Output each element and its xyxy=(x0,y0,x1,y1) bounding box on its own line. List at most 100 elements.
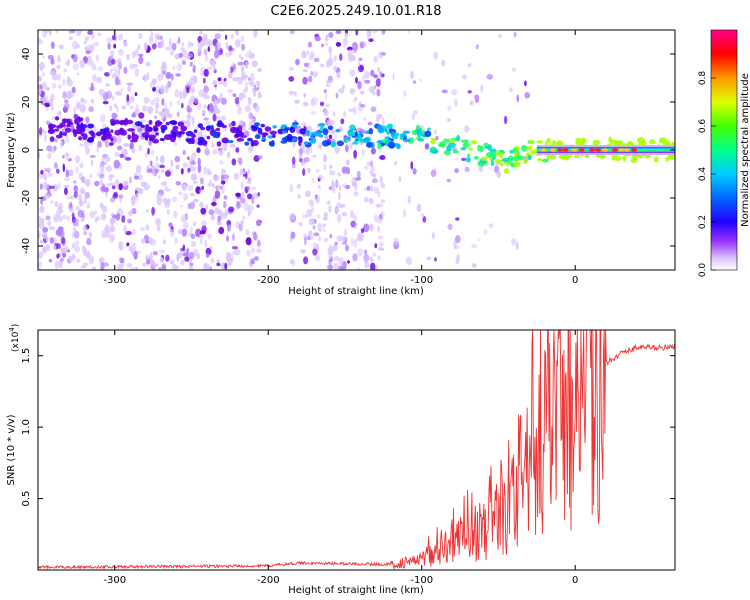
noise-speckle xyxy=(197,47,201,53)
noise-speckle xyxy=(131,50,136,59)
noise-speckle xyxy=(42,72,45,77)
noise-speckle xyxy=(240,35,245,43)
noise-speckle xyxy=(230,33,234,40)
noise-speckle xyxy=(331,180,335,189)
ridge-cell xyxy=(272,125,278,129)
ridge-cell xyxy=(145,126,151,133)
noise-speckle xyxy=(62,214,68,219)
noise-speckle xyxy=(143,42,148,51)
noise-speckle xyxy=(123,41,128,47)
colorbar-tick-label: 0.2 xyxy=(698,215,708,229)
noise-speckle xyxy=(88,232,93,238)
ridge-cell xyxy=(390,131,395,137)
noise-speckle xyxy=(338,191,341,201)
noise-speckle xyxy=(193,198,199,203)
noise-speckle xyxy=(182,162,189,168)
noise-speckle xyxy=(328,164,333,169)
noise-speckle xyxy=(149,99,156,106)
noise-speckle xyxy=(145,209,150,213)
noise-speckle xyxy=(504,115,508,125)
noise-speckle xyxy=(208,209,215,216)
noise-speckle xyxy=(73,113,79,120)
noise-speckle xyxy=(64,68,68,73)
noise-speckle xyxy=(111,73,116,79)
ridge-cell xyxy=(252,140,259,146)
noise-speckle xyxy=(79,143,84,147)
noise-speckle xyxy=(325,34,329,42)
noise-speckle xyxy=(319,63,325,68)
ridge-cell xyxy=(617,140,622,146)
noise-speckle xyxy=(158,111,165,117)
noise-speckle xyxy=(53,162,58,169)
noise-speckle xyxy=(218,149,224,156)
ridge-cell xyxy=(264,126,272,132)
noise-speckle xyxy=(333,65,338,72)
noise-speckle xyxy=(381,73,385,78)
noise-speckle xyxy=(80,186,84,195)
noise-speckle xyxy=(175,181,182,186)
noise-speckle xyxy=(360,90,365,95)
noise-speckle xyxy=(42,130,47,134)
noise-speckle xyxy=(229,253,234,262)
noise-speckle xyxy=(46,167,51,171)
noise-speckle xyxy=(38,260,42,270)
ridge-cell xyxy=(528,145,533,151)
noise-speckle xyxy=(192,221,197,227)
noise-speckle xyxy=(464,166,470,172)
ridge-cell xyxy=(62,131,68,136)
noise-speckle xyxy=(234,38,241,48)
noise-speckle xyxy=(66,76,71,83)
noise-speckle xyxy=(110,50,114,58)
noise-speckle xyxy=(363,223,370,233)
noise-speckle xyxy=(62,155,65,159)
noise-speckle xyxy=(196,101,202,111)
ridge-cell xyxy=(509,149,514,154)
noise-speckle xyxy=(363,249,368,255)
noise-speckle xyxy=(68,255,73,263)
noise-speckle xyxy=(358,64,364,73)
noise-speckle xyxy=(73,230,80,239)
noise-speckle xyxy=(160,181,167,186)
noise-speckle xyxy=(336,235,342,242)
noise-speckle xyxy=(63,103,70,110)
noise-speckle xyxy=(132,63,139,68)
noise-speckle xyxy=(464,125,470,133)
noise-speckle xyxy=(48,226,55,231)
noise-speckle xyxy=(352,253,358,262)
carrier-peak xyxy=(595,148,601,152)
noise-speckle xyxy=(454,168,459,174)
noise-speckle xyxy=(121,215,126,223)
noise-speckle xyxy=(250,247,256,254)
ridge-cell xyxy=(462,141,470,149)
ridge-cell xyxy=(87,123,95,129)
noise-speckle xyxy=(161,98,165,106)
noise-speckle xyxy=(84,197,87,205)
noise-speckle xyxy=(87,30,94,35)
ridge-cell xyxy=(448,138,455,143)
noise-speckle xyxy=(175,40,179,45)
noise-speckle xyxy=(198,234,204,240)
ridge-cell xyxy=(427,127,431,131)
noise-speckle xyxy=(114,76,120,86)
ridge-cell xyxy=(321,140,330,147)
noise-speckle xyxy=(84,46,89,50)
ridge-cell xyxy=(286,133,293,141)
noise-speckle xyxy=(306,50,310,56)
noise-speckle xyxy=(134,266,139,270)
noise-speckle xyxy=(304,190,311,198)
noise-speckle xyxy=(158,42,165,49)
ridge-cell xyxy=(239,135,247,138)
noise-speckle xyxy=(422,216,427,223)
noise-speckle xyxy=(177,251,183,259)
noise-speckle xyxy=(441,89,448,94)
noise-speckle xyxy=(146,259,151,264)
noise-speckle xyxy=(324,93,328,100)
y-tick-label: -40 xyxy=(21,238,32,254)
noise-speckle xyxy=(363,71,370,79)
noise-speckle xyxy=(186,114,192,119)
noise-speckle xyxy=(298,154,303,158)
noise-speckle xyxy=(109,69,113,74)
noise-speckle xyxy=(49,71,56,76)
noise-speckle xyxy=(181,41,185,47)
noise-speckle xyxy=(238,157,243,166)
